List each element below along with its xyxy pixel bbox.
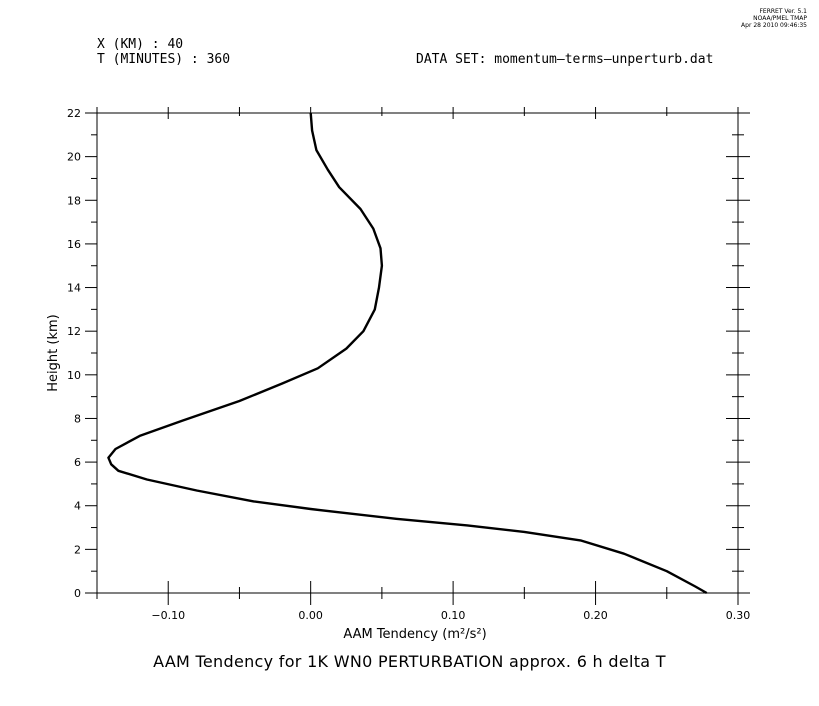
ferret-date: Apr 28 2010 09:46:35 bbox=[741, 22, 807, 29]
y-tick-label: 8 bbox=[74, 412, 81, 425]
x-axis-label-text: AAM Tendency bbox=[343, 627, 438, 642]
x-axis-label-units: (m²/s²) bbox=[442, 627, 486, 642]
x-tick-label: 0.30 bbox=[726, 609, 751, 622]
y-tick-label: 4 bbox=[74, 500, 81, 513]
x-tick-label: 0.00 bbox=[298, 609, 323, 622]
x-axis-label: AAM Tendency (m²/s²) bbox=[343, 627, 486, 642]
axis-ticks bbox=[85, 107, 750, 605]
time-label: T (MINUTES) : 360 bbox=[97, 52, 231, 67]
ferret-org: NOAA/PMEL TMAP bbox=[753, 15, 807, 22]
ferret-stamp: FERRET Ver. 5.1 NOAA/PMEL TMAP Apr 28 20… bbox=[741, 8, 807, 29]
y-tick-label: 0 bbox=[74, 587, 81, 600]
y-axis-label: Height (km) bbox=[46, 314, 61, 391]
y-tick-label: 20 bbox=[67, 151, 81, 164]
y-tick-label: 22 bbox=[67, 107, 81, 120]
x-tick-label: 0.20 bbox=[583, 609, 608, 622]
y-tick-label: 10 bbox=[67, 369, 81, 382]
dataset-label: DATA SET: momentum—terms—unperturb.dat bbox=[416, 52, 714, 67]
x-tick-label: 0.10 bbox=[441, 609, 466, 622]
x-tick-label: −0.10 bbox=[151, 609, 185, 622]
x-position-label: X (KM) : 40 bbox=[97, 37, 184, 52]
y-tick-label: 6 bbox=[74, 456, 81, 469]
ferret-version: FERRET Ver. 5.1 bbox=[759, 8, 807, 15]
y-tick-label: 12 bbox=[67, 325, 81, 338]
axis-tick-labels: 0 2 4 6 8 10 12 14 16 18 20 22 −0.10 0.00 0.10 0.20 0.30 bbox=[67, 107, 750, 622]
y-tick-label: 16 bbox=[67, 238, 81, 251]
y-tick-label: 18 bbox=[67, 194, 81, 207]
y-tick-label: 2 bbox=[74, 543, 81, 556]
y-tick-label: 14 bbox=[67, 282, 81, 295]
aam-tendency-line bbox=[107, 112, 708, 595]
chart-caption: AAM Tendency for 1K WN0 PERTURBATION app… bbox=[153, 652, 666, 671]
